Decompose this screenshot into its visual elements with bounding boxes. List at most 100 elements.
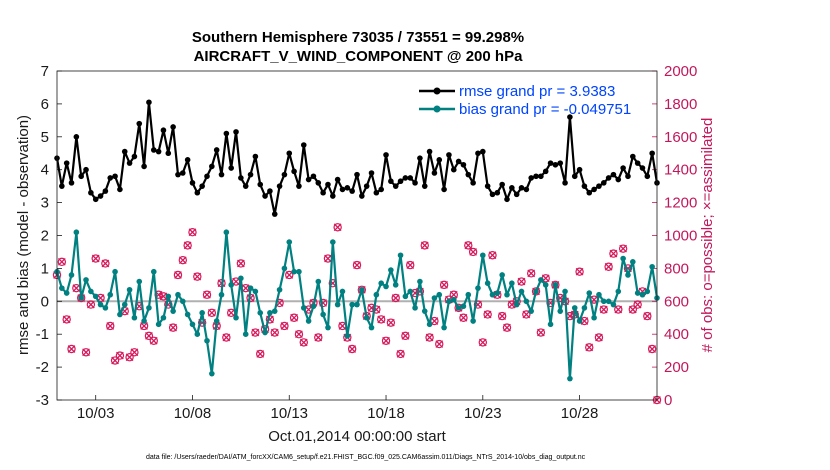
rmse-point — [354, 171, 360, 178]
y-left-tick-label: 3 — [41, 195, 49, 212]
bias-point — [209, 370, 215, 377]
bias-point — [363, 314, 370, 321]
bias-point — [494, 290, 501, 296]
obs-possible-point — [347, 344, 357, 354]
rmse-point — [441, 186, 447, 193]
rmse-point — [204, 173, 210, 180]
x-axis-label: Oct.01,2014 00:00:00 start — [268, 428, 446, 445]
y-right-tick-label: 800 — [664, 260, 689, 277]
bias-point — [325, 324, 331, 331]
bias-point — [596, 291, 602, 298]
bias-point — [146, 305, 152, 311]
rmse-point — [155, 148, 162, 155]
bias-point — [63, 290, 70, 296]
rmse-point — [359, 193, 365, 199]
rmse-point — [131, 153, 138, 160]
obs-possible-point — [406, 260, 415, 270]
bias-point — [194, 331, 201, 338]
bias-point — [170, 308, 176, 314]
y-left-tick-label: -3 — [36, 392, 49, 409]
rmse-point — [97, 193, 104, 199]
rmse-point — [518, 184, 525, 191]
y-axis-left-label: rmse and bias (model - observation) — [15, 115, 32, 355]
obs-possible-point — [67, 344, 76, 354]
obs-possible-point — [202, 290, 212, 299]
bias-point — [455, 305, 462, 311]
bias-point — [334, 301, 341, 308]
obs-possible-point — [207, 308, 217, 318]
bias-point — [630, 259, 636, 265]
x-tick-label: 10/13 — [270, 405, 308, 422]
rmse-point — [576, 166, 583, 173]
rmse-point — [649, 150, 655, 157]
obs-possible-point — [86, 300, 96, 309]
obs-possible-point — [62, 315, 71, 324]
rmse-point — [223, 130, 230, 137]
obs-possible-point — [647, 344, 657, 354]
rmse-point — [73, 134, 80, 140]
rmse-point — [92, 196, 99, 203]
rmse-point — [538, 173, 544, 180]
obs-possible-point — [173, 270, 183, 280]
obs-possible-point — [391, 293, 400, 303]
rmse-point — [189, 180, 196, 186]
rmse-point — [276, 183, 283, 189]
bias-point — [257, 310, 264, 316]
obs-possible-point — [614, 305, 623, 314]
rmse-point — [373, 189, 380, 196]
rmse-point — [300, 142, 307, 148]
obs-possible-point — [604, 262, 613, 271]
bias-point — [518, 288, 525, 295]
rmse-point — [494, 189, 501, 196]
bias-point — [126, 286, 133, 293]
y-right-tick-label: 400 — [664, 326, 689, 343]
bias-point — [470, 318, 476, 324]
bias-point — [378, 280, 384, 287]
rmse-point — [334, 176, 341, 183]
bias-point — [450, 296, 457, 303]
y-axis-left: -3 -2 -1 0 1 2 3 4 5 6 7 — [36, 63, 62, 409]
obs-possible-point — [270, 328, 279, 337]
bias-point — [426, 321, 433, 328]
bias-point — [68, 272, 75, 278]
bias-point — [330, 239, 336, 245]
y-axis-right: 0 200 400 600 800 1000 1200 1400 1600 1800 2000 — [652, 63, 697, 409]
bias-point — [547, 321, 554, 328]
rmse-point — [639, 165, 646, 171]
obs-possible-point — [468, 247, 478, 257]
rmse-point — [233, 129, 239, 135]
obs-possible-point — [256, 349, 265, 359]
rmse-point — [160, 127, 167, 134]
rmse-point — [567, 114, 573, 120]
obs-possible-point — [188, 228, 197, 237]
rmse-point — [146, 99, 152, 106]
bias-point — [213, 318, 220, 324]
rmse-point — [465, 171, 472, 178]
rmse-point — [296, 183, 302, 189]
rmse-point — [378, 186, 384, 193]
bias-point — [600, 298, 607, 305]
bias-point — [349, 301, 355, 308]
obs-possible-point — [386, 318, 396, 327]
rmse-point — [252, 153, 259, 160]
bias-point — [581, 305, 588, 311]
bias-point — [417, 278, 423, 285]
obs-possible-point — [280, 321, 289, 331]
bias-point — [359, 286, 365, 293]
rmse-point — [102, 188, 109, 194]
rmse-point — [450, 166, 457, 173]
rmse-point — [509, 184, 515, 191]
bias-point — [78, 295, 84, 301]
bias-point — [397, 252, 404, 259]
bias-point — [310, 303, 317, 310]
bias-point — [480, 252, 486, 259]
rmse-point — [489, 191, 496, 198]
bias-point — [528, 308, 534, 314]
y-right-tick-label: 600 — [664, 293, 689, 310]
obs-possible-point — [149, 336, 158, 345]
rmse-point — [59, 183, 65, 189]
bias-point — [567, 375, 573, 382]
bias-point — [320, 311, 326, 318]
bias-point — [388, 267, 394, 273]
